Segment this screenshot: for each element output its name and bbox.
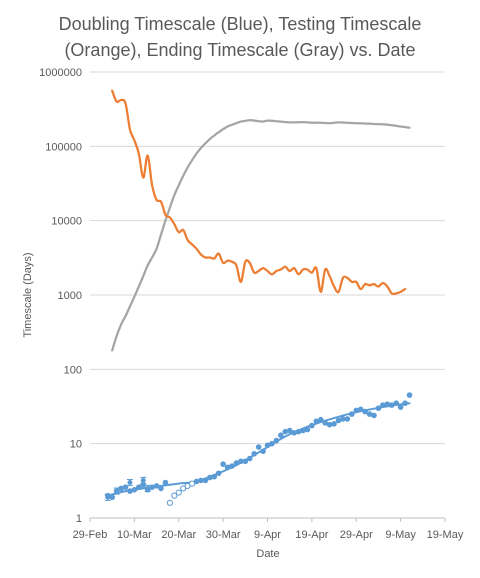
errorbar-point [127,480,133,486]
doubling-point [193,478,200,485]
x-tick-label: 29-Feb [73,529,108,541]
doubling-point [109,494,115,501]
x-tick-label: 10-Mar [117,529,152,541]
doubling-point [136,484,142,490]
doubling-point [357,406,364,413]
x-tick-labels: 29-Feb 10-Mar 20-Mar 30-Mar 9-Apr 19-Apr 29-Ap… [73,529,464,541]
doubling-point [131,486,138,493]
x-tick-label: 30-Mar [206,529,241,541]
x-axis-title: Date [256,548,279,560]
doubling-point [384,401,391,407]
doubling-point [344,416,351,422]
doubling-point [127,488,133,494]
doubling-hollow-point [171,492,178,499]
doubling-point [198,477,204,484]
doubling-point [158,485,164,492]
doubling-point [406,392,413,398]
x-tick-label: 9-Apr [254,529,281,541]
doubling-point [317,416,324,423]
doubling-point [113,488,120,494]
doubling-point [273,437,280,444]
doubling-point [366,411,373,417]
series-layer [104,89,413,506]
doubling-point [353,407,360,414]
y-tick-label: 100 [64,364,82,376]
x-tick-label: 9-May [385,529,416,541]
doubling-point [229,463,235,469]
gridlines [89,71,446,522]
doubling-point [340,416,346,422]
doubling-point [140,481,147,488]
doubling-point [269,440,275,447]
doubling-point [326,421,333,428]
doubling-point [144,486,151,493]
doubling-point [371,412,377,419]
doubling-point [393,400,399,407]
y-tick-label: 1000000 [39,67,82,79]
doubling-point [295,428,302,435]
y-tick-label: 100000 [45,141,82,153]
doubling-point [122,484,129,490]
doubling-hollow-point [166,499,173,506]
doubling-point [300,427,306,434]
doubling-point [220,461,226,467]
doubling-point [286,427,293,434]
x-tick-label: 29-Apr [340,529,373,541]
doubling-point [380,402,386,408]
doubling-point [375,405,382,412]
doubling-point [255,444,262,450]
doubling-point [224,464,231,471]
doubling-point [207,474,213,481]
ending-timescale-line [111,119,411,352]
doubling-point [304,426,311,433]
doubling-point [331,421,337,427]
doubling-point [233,460,240,466]
chart-title-line1: Doubling Timescale (Blue), Testing Times… [59,14,422,34]
doubling-point [251,451,257,457]
doubling-point [215,470,222,477]
doubling-point [246,455,253,462]
doubling-point [202,477,209,484]
chart-title-line2: (Orange), Ending Timescale (Gray) vs. Da… [64,40,415,60]
doubling-point [402,400,408,407]
doubling-point [238,458,244,465]
doubling-hollow-point [188,480,196,487]
doubling-point [149,484,155,490]
doubling-hollow-point [175,489,182,496]
doubling-point [291,430,297,436]
y-tick-label: 10 [70,439,82,451]
x-tick-label: 20-Mar [161,529,196,541]
doubling-point [313,418,320,425]
doubling-point [242,458,249,465]
doubling-point [264,442,271,449]
x-tick-label: 19-May [427,529,464,541]
doubling-point [153,483,160,489]
doubling-point [309,422,315,429]
doubling-point [278,432,284,438]
doubling-point [260,448,266,455]
doubling-point [211,473,218,480]
x-tick-label: 19-Apr [295,529,328,541]
testing-timescale-line [111,89,407,296]
doubling-point [362,408,368,415]
doubling-errorbar [140,476,147,485]
doubling-point [118,485,124,492]
y-axis-title: Timescale (Days) [22,252,34,337]
doubling-point [397,404,404,410]
y-tick-label: 1000 [58,290,82,302]
y-tick-label: 10000 [51,216,82,228]
doubling-point [388,402,395,408]
doubling-point [335,417,342,424]
y-tick-labels: 1 10 100 1000 10000 100000 1000000 [39,67,82,525]
doubling-point [349,411,355,417]
doubling-point [322,420,328,426]
doubling-point [162,479,169,486]
doubling-point [282,428,289,435]
doubling-errorbar [126,478,133,487]
y-tick-label: 1 [76,513,82,525]
errorbar-point [140,477,146,483]
doubling-point [104,492,111,499]
